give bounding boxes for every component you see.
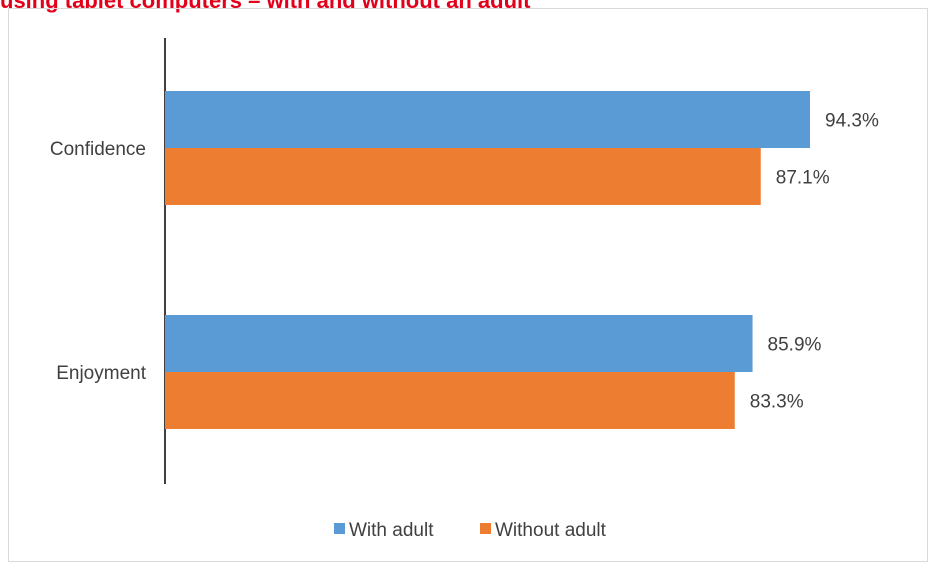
bar-enjoyment-with-adult	[165, 315, 753, 372]
bar-confidence-without-adult	[165, 148, 761, 205]
legend: With adult Without adult	[334, 520, 607, 541]
chart-title-fragment: using tablet computers – with and withou…	[0, 0, 531, 13]
data-label-enjoyment-without-adult: 83.3%	[750, 392, 804, 413]
category-label-confidence: Confidence	[50, 139, 146, 160]
data-label-enjoyment-with-adult: 85.9%	[768, 335, 822, 356]
data-labels-group: 94.3% 87.1% 85.9% 83.3%	[750, 111, 879, 413]
legend-label-with-adult: With adult	[349, 520, 434, 541]
bar-enjoyment-without-adult	[165, 372, 735, 429]
legend-swatch-without-adult	[480, 523, 491, 534]
chart-frame	[8, 8, 928, 562]
bars-group	[165, 91, 810, 429]
legend-swatch-with-adult	[334, 523, 345, 534]
bar-confidence-with-adult	[165, 91, 810, 148]
category-labels-group: Confidence Enjoyment	[50, 139, 147, 384]
legend-label-without-adult: Without adult	[495, 520, 607, 541]
data-label-confidence-without-adult: 87.1%	[776, 168, 830, 189]
category-label-enjoyment: Enjoyment	[56, 363, 146, 384]
data-label-confidence-with-adult: 94.3%	[825, 111, 879, 132]
